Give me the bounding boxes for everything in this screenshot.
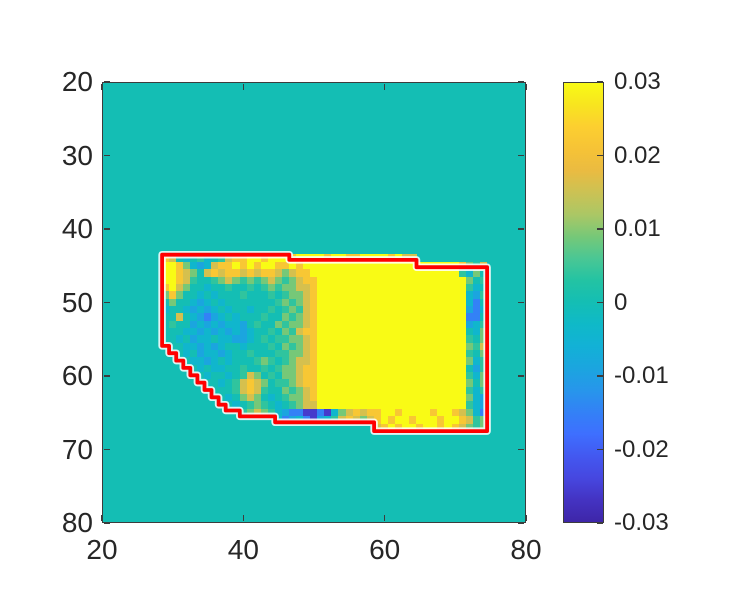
axis-tick-mark bbox=[518, 375, 525, 377]
heatmap-cell bbox=[479, 423, 488, 432]
colorbar-tick-label: -0.03 bbox=[614, 509, 669, 536]
axis-tick-mark bbox=[101, 83, 103, 90]
axis-tick-mark bbox=[101, 515, 103, 522]
axis-tick-mark bbox=[383, 83, 386, 90]
axis-tick-mark bbox=[518, 81, 525, 83]
colorbar-tick-label: -0.01 bbox=[614, 362, 669, 389]
axis-tick-mark bbox=[242, 515, 245, 522]
x-axis-tick-label: 40 bbox=[227, 534, 259, 565]
colorbar-tick-label: 0.02 bbox=[614, 141, 661, 169]
y-axis-tick-label: 30 bbox=[61, 139, 93, 171]
y-axis-tick-label: 20 bbox=[61, 66, 93, 97]
axis-tick-mark bbox=[242, 83, 245, 90]
colorbar-tick-mark bbox=[597, 228, 603, 230]
axis-tick-mark bbox=[525, 83, 527, 90]
colorbar-tick-label: 0.03 bbox=[614, 68, 661, 95]
axis-tick-mark bbox=[103, 81, 110, 83]
axis-tick-mark bbox=[518, 228, 525, 230]
colorbar-tick-mark bbox=[597, 301, 603, 304]
colorbar-tick-mark bbox=[597, 375, 603, 377]
axis-tick-mark bbox=[525, 515, 527, 522]
y-axis-tick-label: 50 bbox=[61, 286, 93, 318]
axis-tick-mark bbox=[103, 375, 110, 377]
axis-tick-mark bbox=[103, 228, 110, 230]
colorbar-tick-label: -0.02 bbox=[614, 435, 669, 463]
axis-tick-mark bbox=[103, 522, 110, 524]
axis-tick-mark bbox=[103, 448, 110, 451]
colorbar-tick-label: 0 bbox=[614, 288, 628, 316]
colorbar-tick-mark bbox=[597, 81, 603, 83]
y-axis-tick-label: 60 bbox=[61, 360, 93, 391]
x-axis-tick-label: 60 bbox=[369, 534, 401, 565]
axis-tick-mark bbox=[518, 448, 525, 451]
colorbar-tick-mark bbox=[597, 154, 603, 157]
heatmap-cell bbox=[479, 261, 488, 270]
x-axis-tick-label: 80 bbox=[510, 534, 542, 565]
axis-tick-mark bbox=[518, 154, 525, 157]
colorbar-tick-label: 0.01 bbox=[614, 215, 661, 242]
colorbar-tick-mark bbox=[597, 448, 603, 451]
colorbar-tick-mark bbox=[597, 522, 603, 524]
x-axis-tick-label: 20 bbox=[86, 534, 118, 565]
axis-tick-mark bbox=[383, 515, 386, 522]
y-axis-tick-label: 40 bbox=[61, 213, 93, 244]
axis-tick-mark bbox=[518, 301, 525, 304]
y-axis-tick-label: 70 bbox=[61, 433, 93, 465]
axis-tick-mark bbox=[518, 522, 525, 524]
axis-tick-mark bbox=[103, 301, 110, 304]
axis-tick-mark bbox=[103, 154, 110, 157]
y-axis-tick-label: 80 bbox=[61, 507, 93, 538]
